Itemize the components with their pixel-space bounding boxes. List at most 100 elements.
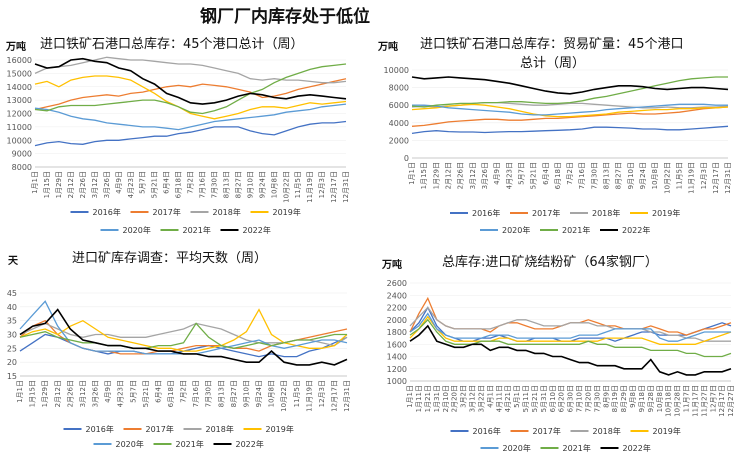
chart-port-trade-ore: 进口铁矿石港口总库存：贸易矿量：45个港口总计（周） 万吨 0 2000 4000 600… [377, 36, 732, 235]
x-tick-label: 7月30日 [211, 171, 219, 198]
x-tick-label: 2月12日 [445, 162, 453, 189]
x-tick-label: 1月1日 [31, 171, 39, 194]
x-tick-label: 10月8日 [268, 380, 276, 407]
x-tick-label: 8月13日 [603, 162, 611, 189]
series-line-2020 [409, 312, 731, 342]
series-line-2019 [409, 315, 732, 345]
legend-label: 2017年 [532, 208, 560, 218]
x-tick-label: 11月19日 [688, 162, 696, 194]
x-tick-label: 7月2日 [180, 380, 188, 403]
x-tick-label: 11月5日 [293, 380, 301, 407]
legend-label: 2017年 [533, 426, 561, 436]
x-tick-label: 3月2日 [460, 385, 468, 408]
y-axis-label: 万吨 [377, 40, 398, 53]
x-tick-label: 9月10日 [242, 380, 250, 407]
series-line-2016 [409, 306, 732, 342]
series-line-2021 [34, 63, 347, 115]
series-line-2022 [19, 308, 348, 366]
x-tick-label: 6月20日 [558, 385, 566, 412]
y-tick-label: 4000 [389, 119, 409, 128]
x-tick-label: 7月16日 [578, 162, 586, 189]
chart-sinter-fines-inventory: 总库存:进口矿烧结粉矿（64家钢厂） 万吨 1000 1200 1400 1600 1800… [381, 254, 735, 453]
x-tick-label: 10月18日 [665, 385, 673, 417]
series-line-2018 [34, 56, 347, 84]
legend-label: 2018年 [206, 424, 234, 434]
x-tick-label: 12月31日 [342, 171, 350, 203]
x-tick-label: 7月16日 [199, 171, 207, 198]
legend-label: 2021年 [562, 225, 590, 235]
series-line-2022 [34, 57, 347, 105]
x-tick-label: 2月20日 [451, 385, 459, 412]
x-tick-label: 8月13日 [222, 171, 230, 198]
y-tick-label: 14000 [7, 83, 32, 92]
series-line-2018 [409, 306, 731, 342]
x-tick-label: 10月22日 [282, 171, 290, 203]
legend-label: 2020年 [123, 225, 151, 235]
x-tick-label: 4月9日 [104, 380, 112, 403]
x-tick-label: 3月12日 [79, 380, 87, 407]
y-tick-label: 2000 [387, 316, 407, 325]
y-tick-label: 2400 [387, 291, 407, 300]
x-tick-label: 8月27日 [230, 380, 238, 407]
x-tick-label: 3月12日 [469, 162, 477, 189]
x-tick-label: 12月7日 [709, 385, 717, 412]
x-tick-label: 7月30日 [593, 385, 601, 412]
x-tick-label: 10月22日 [280, 380, 288, 412]
x-tick-label: 6月4日 [163, 171, 171, 194]
x-tick-label: 1月15日 [29, 380, 37, 407]
y-tick-label: 0 [404, 154, 409, 163]
x-tick-label: 5月7日 [129, 380, 137, 403]
x-tick-label: 12月31日 [343, 380, 351, 412]
chart-title: 总库存:进口矿烧结粉矿（64家钢厂） [442, 254, 658, 270]
y-tick-label: 2600 [387, 279, 407, 288]
series-line-2021 [19, 322, 347, 349]
y-tick-label: 10000 [7, 136, 32, 145]
x-tick-label: 9月8日 [629, 385, 637, 408]
y-tick-label: 6000 [389, 101, 409, 110]
series-line-2019 [34, 75, 347, 120]
legend-label: 2016年 [473, 426, 501, 436]
series-line-2017 [411, 106, 729, 127]
x-tick-label: 1月1日 [406, 385, 414, 408]
series-line-2020 [34, 103, 347, 131]
x-tick-label: 4月21日 [504, 385, 512, 412]
chart-title: 进口铁矿石港口总库存：45个港口总计（周） [40, 36, 304, 52]
x-tick-label: 6月18日 [554, 162, 562, 189]
x-tick-label: 9月24日 [639, 162, 647, 189]
series-line-2020 [412, 103, 728, 116]
y-tick-label: 1200 [387, 365, 407, 374]
y-tick-label: 25 [7, 344, 17, 353]
x-tick-label: 3月22日 [477, 385, 485, 412]
x-tick-label: 11月5日 [294, 171, 302, 198]
x-tick-label: 3月26日 [92, 380, 100, 407]
series-line-2022 [411, 76, 729, 95]
chart-port-total-inventory: 进口铁矿石港口总库存：45个港口总计（周） 万吨 8000 9000 10000 1100… [5, 36, 350, 235]
y-tick-label: 2200 [387, 304, 407, 313]
x-tick-label: 9月10日 [246, 171, 254, 198]
y-tick-label: 45 [7, 289, 17, 298]
y-tick-label: 13000 [7, 96, 32, 105]
y-tick-label: 15000 [7, 69, 32, 78]
series-line-2021 [409, 318, 732, 358]
series-line-2021 [411, 76, 728, 108]
series-line-2019 [19, 308, 348, 352]
x-tick-label: 4月9日 [115, 171, 123, 194]
x-tick-label: 9月28日 [647, 385, 655, 412]
legend-label: 2019年 [266, 424, 294, 434]
x-tick-label: 10月8日 [651, 162, 659, 189]
x-tick-label: 10月22日 [663, 162, 671, 194]
x-tick-label: 2月26日 [457, 162, 465, 189]
y-tick-label: 20 [7, 358, 17, 367]
series-line-2017 [34, 78, 347, 111]
x-tick-label: 5月31日 [540, 385, 548, 412]
legend-label: 2020年 [503, 443, 531, 453]
x-tick-label: 6月10日 [549, 385, 557, 412]
x-tick-label: 12月31日 [724, 162, 732, 194]
x-tick-label: 7月30日 [205, 380, 213, 407]
x-tick-label: 8月27日 [234, 171, 242, 198]
page-title: 钢厂厂内库存处于低位 [200, 7, 370, 27]
y-tick-label: 8000 [12, 163, 32, 172]
x-tick-label: 4月1日 [486, 385, 494, 408]
x-tick-label: 7月2日 [566, 162, 574, 185]
